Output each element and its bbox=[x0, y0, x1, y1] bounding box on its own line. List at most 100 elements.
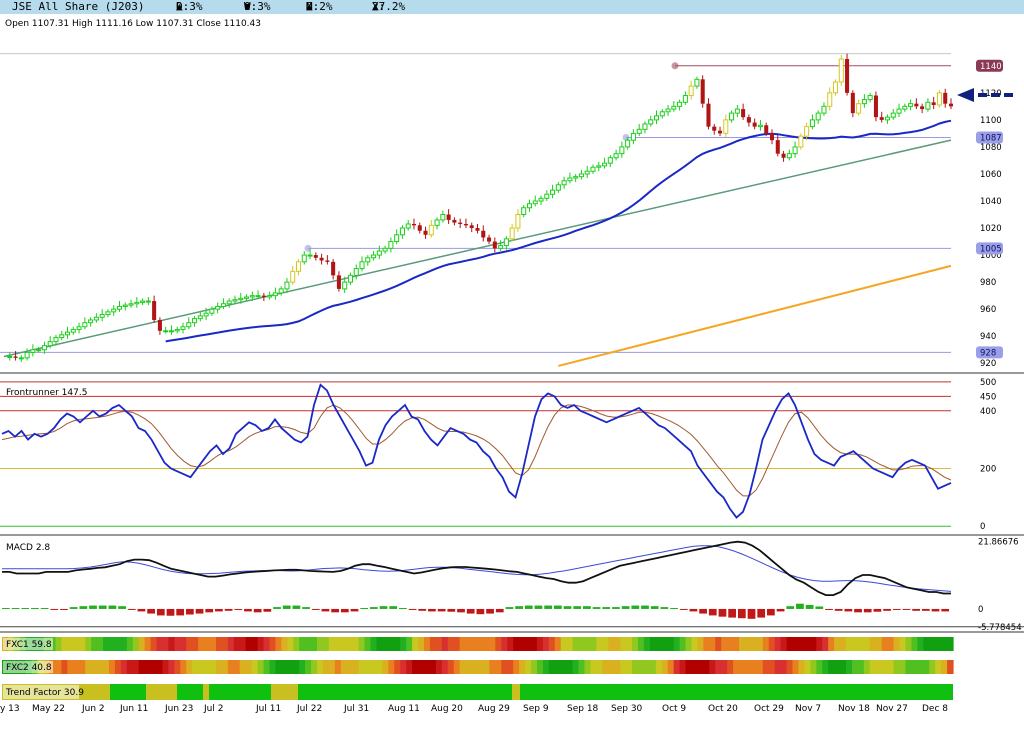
macd-histogram bbox=[2, 603, 950, 619]
week-change-value: 0.3% bbox=[244, 0, 271, 13]
candle-body bbox=[746, 117, 751, 123]
heat-cell bbox=[863, 660, 871, 674]
heat-cell bbox=[364, 637, 372, 651]
heat-cell bbox=[198, 660, 205, 674]
heat-cell bbox=[239, 660, 247, 674]
heat-cell bbox=[608, 637, 615, 651]
candle-body bbox=[342, 281, 348, 290]
macd-histogram-bar bbox=[796, 603, 804, 609]
heat-cell bbox=[61, 660, 68, 674]
heat-cell bbox=[227, 637, 235, 651]
heat-cell bbox=[637, 660, 645, 674]
level-badge bbox=[976, 346, 1003, 359]
candle-body bbox=[122, 304, 128, 307]
heat-cell bbox=[596, 637, 603, 651]
heat-cell bbox=[144, 637, 152, 651]
macd-title: MACD 2.8 bbox=[6, 543, 50, 553]
heat-cell bbox=[477, 660, 485, 674]
heat-cell bbox=[899, 660, 907, 674]
candle-body bbox=[804, 126, 810, 137]
heat-cell bbox=[626, 637, 633, 651]
candle-body bbox=[943, 92, 948, 104]
candle-body bbox=[24, 351, 30, 359]
price-tick-label: 1120 bbox=[980, 89, 1002, 99]
heat-cell bbox=[435, 660, 443, 674]
macd-histogram-bar bbox=[650, 606, 659, 609]
price-tick-label: 1080 bbox=[980, 143, 1002, 153]
heat-cell bbox=[649, 660, 657, 674]
heat-cell bbox=[554, 637, 562, 651]
candle-body bbox=[832, 81, 839, 94]
candle-body bbox=[140, 300, 146, 303]
heat-cell bbox=[120, 660, 128, 674]
heat-cell bbox=[501, 660, 508, 674]
heat-cell bbox=[834, 637, 841, 651]
price-level-badges: 1140 1087 1005 928 bbox=[976, 59, 1003, 359]
price-tick-label: 940 bbox=[980, 332, 996, 342]
macd-histogram-bar bbox=[486, 608, 494, 614]
candle-body bbox=[838, 58, 844, 83]
candle-body bbox=[145, 300, 151, 303]
year-change-value: 27.2% bbox=[372, 0, 406, 13]
date-tick-label: Aug 29 bbox=[478, 704, 510, 714]
heat-cell bbox=[709, 660, 716, 674]
candle-body bbox=[353, 268, 359, 276]
heat-cell bbox=[340, 660, 348, 674]
heat-cell bbox=[768, 660, 776, 674]
heat-cell bbox=[893, 660, 901, 674]
heat-cell bbox=[727, 637, 734, 651]
osc-tick-label: 200 bbox=[980, 464, 996, 474]
heat-cell bbox=[840, 660, 847, 674]
price-tick-label: 1020 bbox=[980, 224, 1002, 234]
macd-histogram-bar bbox=[205, 608, 214, 613]
macd-histogram-bar bbox=[708, 608, 717, 616]
candle-body bbox=[331, 261, 336, 276]
heat-cell bbox=[376, 637, 383, 651]
heat-cell bbox=[899, 637, 907, 651]
candle-body bbox=[948, 103, 954, 107]
macd-tick-label: 21.86676 bbox=[978, 537, 1019, 547]
heat-cell bbox=[792, 660, 800, 674]
candle-body bbox=[41, 345, 47, 351]
year-change-label: Y: bbox=[372, 0, 386, 13]
date-axis: y 13 May 22 Jun 2 Jun 11 Jun 23 Jul 2 Jul 11 Ju… bbox=[0, 704, 948, 714]
heat-cell bbox=[917, 637, 924, 651]
heat-cell bbox=[762, 637, 770, 651]
heat-cell bbox=[548, 637, 556, 651]
candle-body bbox=[815, 112, 821, 121]
candle-body bbox=[376, 250, 382, 256]
heat-cell bbox=[412, 637, 419, 651]
candle-body bbox=[648, 119, 654, 125]
level-badge bbox=[976, 59, 1003, 72]
macd-histogram-bar bbox=[428, 608, 436, 612]
candle-body bbox=[741, 109, 746, 118]
heat-cell bbox=[406, 637, 413, 651]
macd-histogram-bar bbox=[670, 608, 678, 610]
candle-body bbox=[515, 214, 521, 229]
heat-cell bbox=[275, 637, 282, 651]
candle-body bbox=[215, 305, 221, 310]
candle-body bbox=[469, 225, 474, 229]
heat-cell bbox=[560, 637, 568, 651]
candle-body bbox=[642, 123, 648, 130]
candle-body bbox=[607, 157, 613, 164]
candle-body bbox=[706, 103, 711, 127]
candle-body bbox=[152, 301, 157, 320]
candle-body bbox=[544, 193, 550, 199]
heat-cell bbox=[602, 660, 609, 674]
heat-cell bbox=[626, 660, 633, 674]
heat-cell bbox=[79, 637, 86, 651]
heat-cell bbox=[180, 637, 187, 651]
heat-cell bbox=[138, 660, 146, 674]
heat-cell bbox=[108, 660, 116, 674]
candle-body bbox=[399, 227, 405, 236]
macd-histogram-bar bbox=[340, 608, 349, 613]
heat-cell bbox=[857, 637, 865, 651]
trend-factor-segment bbox=[271, 684, 298, 700]
heat-cell bbox=[501, 637, 508, 651]
heat-cell bbox=[786, 660, 794, 674]
heat-cell bbox=[703, 660, 710, 674]
candle-body bbox=[463, 223, 468, 226]
heat-cell bbox=[590, 660, 597, 674]
macd-histogram-bar bbox=[437, 608, 446, 612]
